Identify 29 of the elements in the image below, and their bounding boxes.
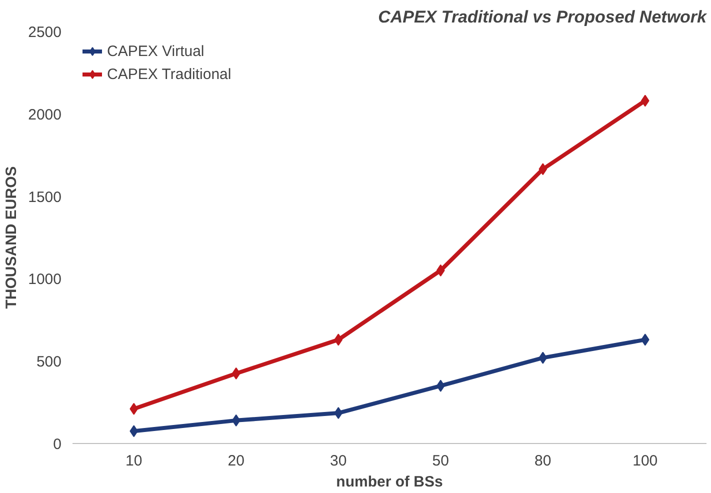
x-tick-label: 100: [632, 452, 658, 470]
x-axis-title: number of BSs: [336, 474, 443, 490]
point: [130, 402, 138, 415]
x-tick-label: 80: [534, 452, 552, 470]
x-tick-label: 10: [126, 452, 142, 470]
point: [436, 380, 445, 392]
legend-label: CAPEX Virtual: [107, 42, 204, 60]
point: [334, 334, 343, 346]
x-tick-label: 50: [432, 452, 449, 470]
y-tick-label: 2000: [28, 106, 62, 124]
y-tick-label: 2500: [28, 24, 62, 41]
point: [334, 407, 343, 420]
point: [232, 367, 240, 380]
x-tick-label: 30: [330, 452, 347, 470]
y-tick-label: 1500: [28, 188, 62, 206]
y-axis-title: THOUSAND EUROS: [3, 166, 20, 309]
point: [538, 352, 548, 364]
point: [538, 163, 548, 176]
point: [640, 94, 650, 107]
point: [436, 264, 445, 276]
chart-title: CAPEX Traditional vs Proposed Network: [378, 8, 708, 26]
y-tick-label: 500: [36, 354, 62, 371]
point: [130, 425, 138, 438]
point: [640, 334, 650, 346]
legend-label: CAPEX Traditional: [107, 66, 232, 82]
x-tick-label: 20: [228, 452, 244, 470]
point: [232, 414, 240, 426]
y-tick-label: 0: [53, 436, 62, 453]
y-tick-label: 1000: [28, 271, 62, 288]
